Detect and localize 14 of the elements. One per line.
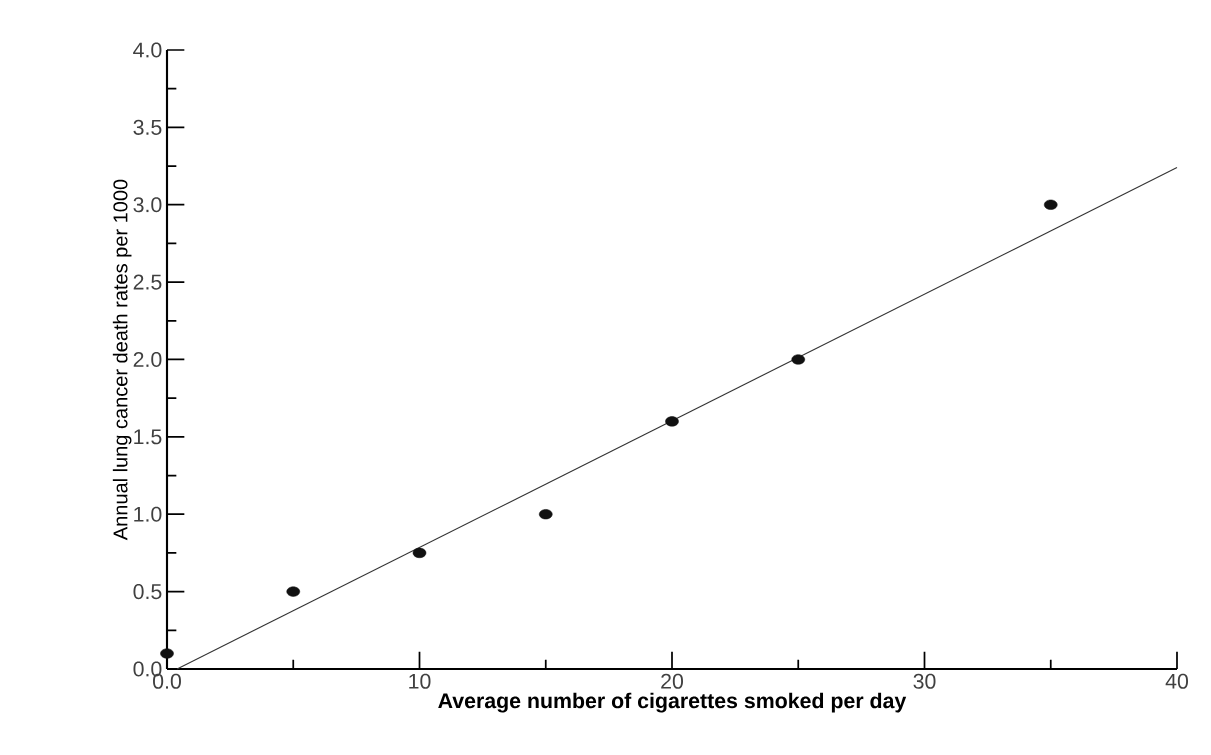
y-tick-label: 0.5 [133, 584, 162, 600]
x-tick-label: 20 [661, 673, 684, 689]
y-tick-label: 2.0 [133, 351, 162, 368]
y-tick-label: 1.0 [134, 506, 162, 522]
x-tick-label: 30 [913, 673, 936, 689]
x-tick-label: 40 [1165, 673, 1189, 689]
y-tick-label: 1.5 [134, 429, 162, 445]
x-axis-title: Average number of cigarettes smoked per day [438, 692, 907, 713]
x-tick-label: 10 [409, 673, 431, 689]
y-tick-label: 3.5 [133, 119, 162, 135]
y-tick-label: 4.0 [133, 42, 162, 58]
y-tick-label: 2.5 [133, 274, 162, 290]
y-tick-label: 3.0 [133, 197, 162, 213]
y-axis-title: Annual lung cancer death rates per 1000 [112, 179, 132, 541]
